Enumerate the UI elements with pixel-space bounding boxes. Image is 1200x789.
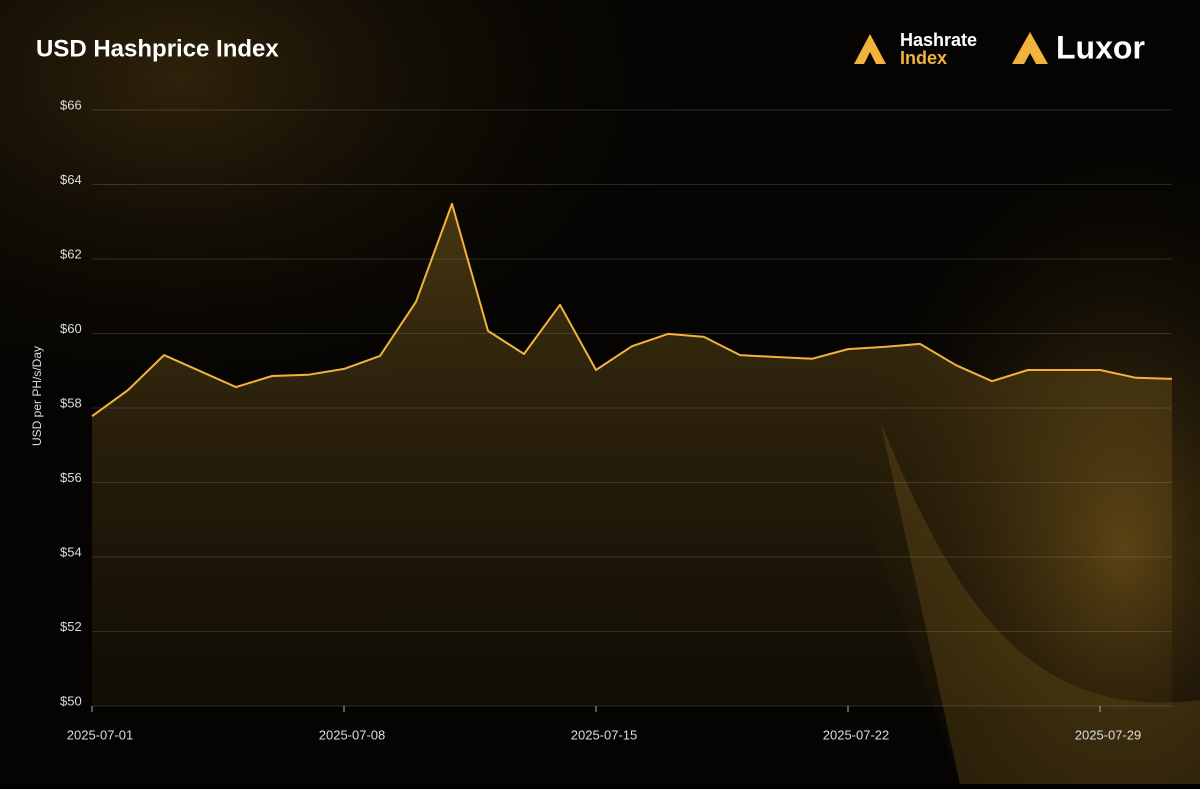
y-tick-label: $64 <box>60 172 82 187</box>
logo-hashrate: Hashrate Index <box>854 30 977 68</box>
logo-text: Luxor <box>1056 29 1145 65</box>
y-axis-label: USD per PH/s/Day <box>30 346 44 446</box>
area-fill <box>92 203 1172 706</box>
x-tick-label: 2025-07-08 <box>319 727 386 742</box>
x-tick-label: 2025-07-29 <box>1075 727 1142 742</box>
y-tick-label: $52 <box>60 619 82 634</box>
y-tick-label: $54 <box>60 544 82 559</box>
logo-icon <box>854 34 886 64</box>
y-tick-label: $50 <box>60 693 82 708</box>
y-tick-label: $62 <box>60 246 82 261</box>
y-tick-label: $66 <box>60 97 82 112</box>
logo-text: Index <box>900 48 947 68</box>
x-tick-label: 2025-07-01 <box>67 727 134 742</box>
x-tick-label: 2025-07-15 <box>571 727 638 742</box>
y-tick-label: $56 <box>60 470 82 485</box>
logo-text: Hashrate <box>900 30 977 50</box>
x-tick-label: 2025-07-22 <box>823 727 890 742</box>
logo-icon <box>1012 32 1048 64</box>
chart-title: USD Hashprice Index <box>36 35 279 62</box>
y-tick-label: $60 <box>60 321 82 336</box>
logo-luxor: Luxor <box>1012 29 1145 65</box>
line <box>91 202 1173 418</box>
y-tick-label: $58 <box>60 395 82 410</box>
